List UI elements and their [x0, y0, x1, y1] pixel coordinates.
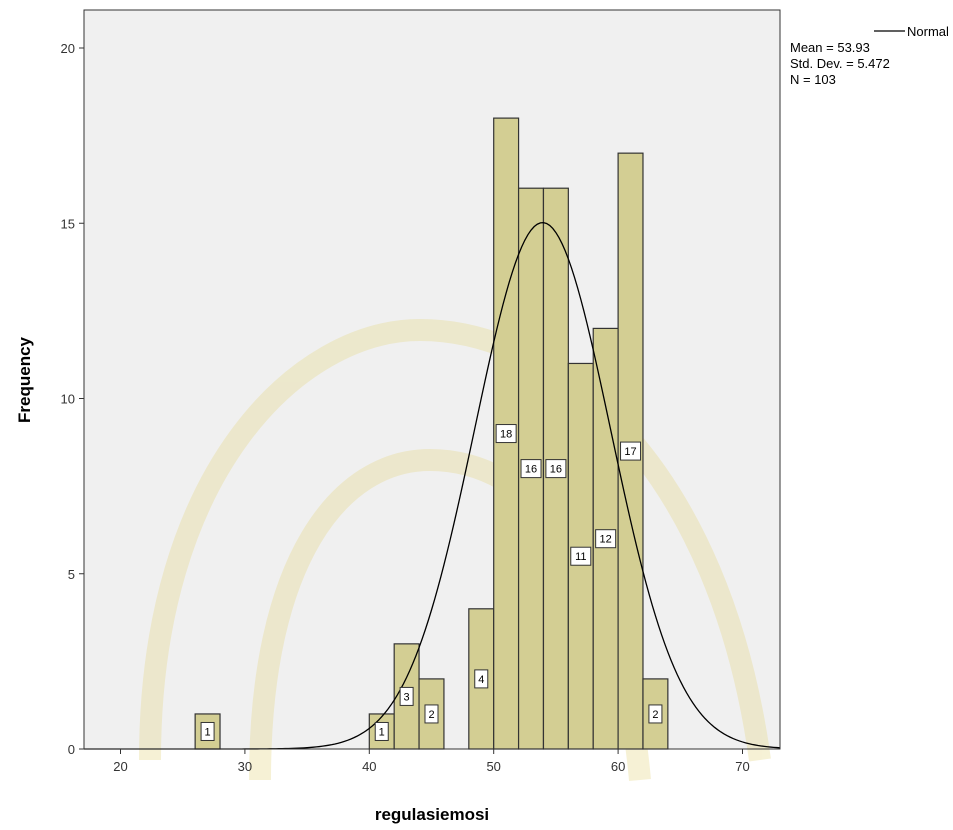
- bar-label-7: 16: [525, 464, 537, 476]
- legend-mean: Mean = 53.93: [790, 40, 870, 55]
- x-tick-label-50: 50: [486, 759, 500, 774]
- bar-label-9: 11: [575, 551, 586, 563]
- bar-label-box-8: [545, 459, 567, 479]
- bar-label-4: 2: [428, 709, 434, 721]
- bar-label-3: 3: [404, 691, 410, 703]
- bar-label-box-4: [424, 704, 439, 724]
- bar-label-10: 12: [600, 534, 612, 546]
- x-tick-label-60: 60: [611, 759, 625, 774]
- bar-label-box-6: [495, 424, 517, 444]
- x-axis: 20 30 40 50 60 70: [113, 749, 750, 774]
- y-axis: 0 5 10 15 20: [61, 41, 84, 757]
- x-tick-label-40: 40: [362, 759, 376, 774]
- y-tick-label-0: 0: [68, 742, 75, 757]
- bar-label-box-2: [374, 721, 389, 741]
- plot-frame: [83, 9, 781, 750]
- watermark-outer-arc: [139, 318, 771, 762]
- x-tick-label-30: 30: [238, 759, 252, 774]
- bar-label-box-1: [200, 721, 215, 741]
- y-axis-title: Frequency: [15, 336, 34, 423]
- y-tick-label-20: 20: [61, 41, 75, 56]
- bar-label-11: 17: [624, 446, 636, 458]
- bar-label-box-7: [520, 459, 542, 479]
- bar-label-box-11: [620, 441, 642, 461]
- bar-label-box-10: [595, 529, 617, 549]
- x-tick-label-70: 70: [735, 759, 749, 774]
- legend-n: N = 103: [790, 72, 836, 87]
- bar-label-box-12: [648, 704, 663, 724]
- legend-normal-label: Normal: [907, 24, 949, 39]
- legend: Normal Mean = 53.93 Std. Dev. = 5.472 N …: [790, 24, 949, 87]
- y-tick-label-5: 5: [68, 567, 75, 582]
- bar-label-box-9: [570, 546, 592, 566]
- bar-label-8: 16: [550, 464, 562, 476]
- y-tick-label-15: 15: [61, 216, 75, 231]
- x-axis-title: regulasiemosi: [375, 805, 489, 824]
- y-tick-label-10: 10: [61, 392, 75, 407]
- bar-label-12: 2: [652, 709, 658, 721]
- legend-std-dev: Std. Dev. = 5.472: [790, 56, 890, 71]
- bar-label-1: 1: [205, 726, 211, 738]
- plot-area: [84, 10, 780, 749]
- bar-label-box-3: [399, 686, 414, 706]
- x-tick-label-20: 20: [113, 759, 127, 774]
- bar-label-2: 1: [379, 726, 385, 738]
- bar-label-box-5: [474, 669, 489, 689]
- bar-label-6: 18: [500, 429, 512, 441]
- bar-label-5: 4: [478, 674, 484, 686]
